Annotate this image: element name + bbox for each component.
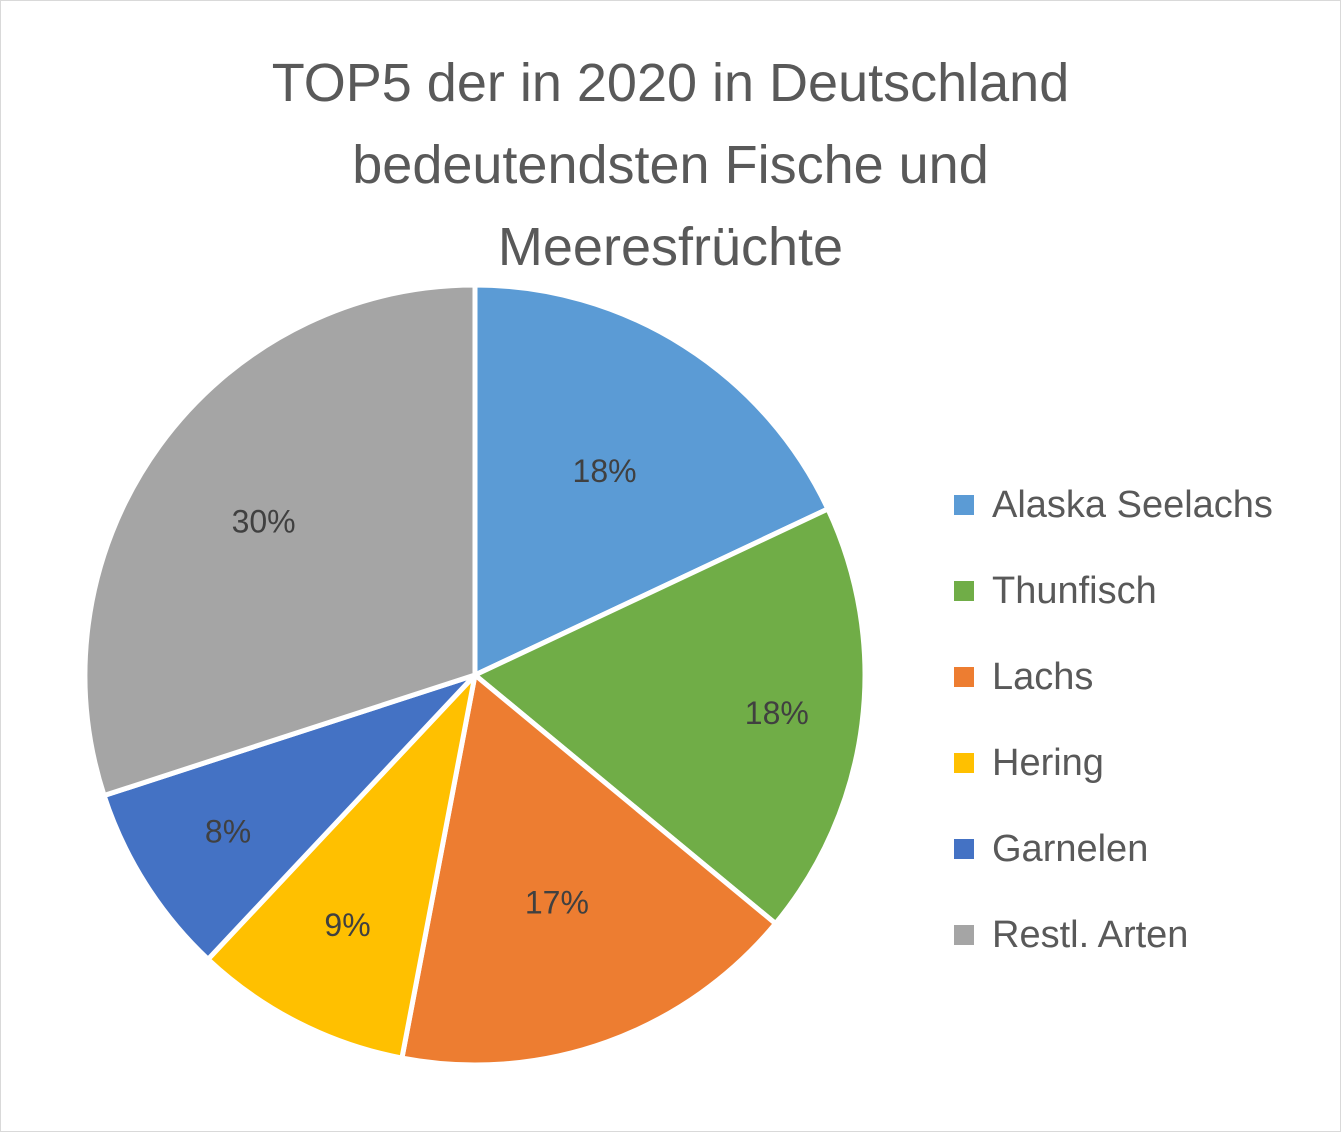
legend-swatch	[954, 753, 974, 773]
legend-item-hering[interactable]: Hering	[950, 720, 1273, 806]
data-label: 17%	[525, 885, 589, 921]
legend-item-restl-arten[interactable]: Restl. Arten	[950, 892, 1273, 978]
legend-swatch	[954, 925, 974, 945]
legend-label: Lachs	[992, 655, 1094, 698]
data-labels: 18% 18% 17% 9% 8% 30%	[205, 453, 809, 943]
legend-item-thunfisch[interactable]: Thunfisch	[950, 548, 1273, 634]
pie-slice-alaska-seelachs[interactable]	[472, 282, 831, 678]
pie-slice-lachs[interactable]	[399, 672, 778, 1068]
chart-title-line-2: bedeutendsten Fische und	[352, 135, 989, 195]
chart-title-line-3: Meeresfrüchte	[497, 217, 844, 277]
data-label: 30%	[232, 503, 296, 539]
chart-title-line-1: TOP5 der in 2020 in Deutschland	[271, 53, 1070, 113]
legend-label: Thunfisch	[992, 569, 1157, 612]
legend-swatch	[954, 667, 974, 687]
pie-slice-thunfisch[interactable]	[472, 506, 868, 927]
legend-swatch	[954, 581, 974, 601]
data-label: 18%	[573, 453, 637, 489]
pie-slice-restl-arten[interactable]	[82, 282, 478, 799]
legend-label: Hering	[992, 741, 1104, 784]
pie-slice-garnelen[interactable]	[101, 672, 478, 962]
chart-title: TOP5 der in 2020 in Deutschland bedeuten…	[0, 42, 1341, 288]
pie-slices	[82, 282, 868, 1068]
legend-swatch	[954, 839, 974, 859]
legend-item-alaska-seelachs[interactable]: Alaska Seelachs	[950, 462, 1273, 548]
legend-item-lachs[interactable]: Lachs	[950, 634, 1273, 720]
legend: Alaska Seelachs Thunfisch Lachs Hering G…	[950, 462, 1273, 978]
data-label: 8%	[205, 814, 251, 850]
data-label: 9%	[324, 907, 370, 943]
legend-item-garnelen[interactable]: Garnelen	[950, 806, 1273, 892]
legend-swatch	[954, 495, 974, 515]
legend-label: Alaska Seelachs	[992, 483, 1273, 526]
legend-label: Restl. Arten	[992, 913, 1189, 956]
legend-label: Garnelen	[992, 827, 1149, 870]
data-label: 18%	[745, 695, 809, 731]
pie-slice-hering[interactable]	[205, 672, 478, 1061]
